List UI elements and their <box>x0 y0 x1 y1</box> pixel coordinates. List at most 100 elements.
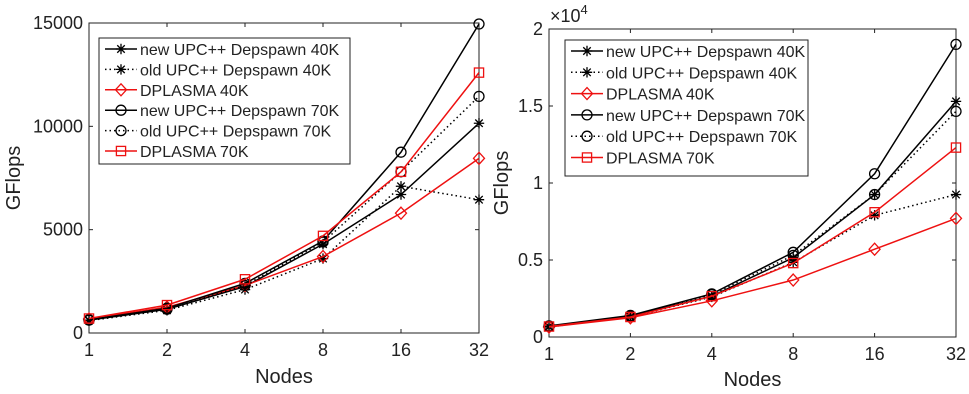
data-point <box>395 189 407 200</box>
y-tick-label: 0 <box>533 327 543 347</box>
data-point <box>394 206 408 221</box>
data-point <box>83 315 95 326</box>
x-tick-label: 2 <box>625 344 635 364</box>
x-tick-label: 4 <box>707 344 717 364</box>
legend-item: old UPC++ Depspawn 70K <box>105 124 332 141</box>
legend-label: new UPC++ Depspawn 70K <box>140 103 340 120</box>
legend-item: old UPC++ Depspawn 40K <box>571 65 798 82</box>
data-point <box>868 188 881 201</box>
plot-frame <box>88 22 480 334</box>
legend-marker <box>581 152 593 163</box>
legend-label: new UPC++ Depspawn 70K <box>606 108 806 125</box>
data-point <box>161 299 173 311</box>
series-3 <box>82 151 486 326</box>
legend-item: old UPC++ Depspawn 40K <box>105 62 332 79</box>
legend-item: new UPC++ Depspawn 40K <box>571 44 806 61</box>
series-2 <box>543 189 962 333</box>
legend-label: new UPC++ Depspawn 40K <box>140 42 340 59</box>
y-tick-label: 0 <box>73 323 83 343</box>
legend-marker <box>581 130 593 142</box>
legend: new UPC++ Depspawn 40K old UPC++ Depspawn… <box>98 37 351 165</box>
y-tick-label: 1 <box>533 173 543 193</box>
data-point <box>317 230 329 242</box>
data-point <box>950 96 962 107</box>
y-axis-multiplier: ×104 <box>550 2 588 26</box>
legend-item: DPLASMA 40K <box>571 87 715 104</box>
x-axis-label: Nodes <box>724 369 782 391</box>
data-point <box>543 321 555 332</box>
series-line <box>88 157 480 320</box>
data-point <box>625 311 636 323</box>
legend-marker <box>115 145 127 157</box>
data-point <box>869 189 880 200</box>
data-point <box>239 274 251 285</box>
legend-label: DPLASMA 40K <box>606 87 715 104</box>
legend-label: new UPC++ Depspawn 40K <box>606 44 806 61</box>
legend-label: DPLASMA 40K <box>140 83 249 100</box>
legend-label: old UPC++ Depspawn 70K <box>606 129 798 146</box>
x-tick-label: 16 <box>865 344 885 364</box>
y-axis-label: GFlops <box>3 146 25 210</box>
y-multiplier-base: ×10 <box>550 6 581 26</box>
legend-marker <box>115 64 127 75</box>
x-tick-label: 8 <box>318 340 328 360</box>
legend-item: old UPC++ Depspawn 70K <box>571 129 798 146</box>
legend-marker <box>115 43 127 55</box>
y-tick-label: 5000 <box>43 220 83 240</box>
data-point <box>869 210 880 221</box>
x-tick-label: 32 <box>469 340 489 360</box>
legend: new UPC++ Depspawn 40K old UPC++ Depspawn… <box>564 39 809 177</box>
legend-item: new UPC++ Depspawn 70K <box>571 108 806 125</box>
data-point <box>395 146 407 158</box>
x-axis-label: Nodes <box>255 366 313 388</box>
data-point <box>83 313 95 324</box>
data-point <box>239 284 251 295</box>
legend-label: old UPC++ Depspawn 40K <box>140 62 332 79</box>
legend-label: old UPC++ Depspawn 70K <box>140 124 332 141</box>
x-tick-label: 2 <box>162 340 172 360</box>
series-line <box>548 146 957 328</box>
legend-label: old UPC++ Depspawn 40K <box>606 65 798 82</box>
data-point <box>395 166 407 178</box>
x-tick-label: 16 <box>391 340 411 360</box>
y-tick-label: 15000 <box>33 13 83 33</box>
y-tick-label: 1.5 <box>518 96 543 116</box>
series-line <box>88 23 480 321</box>
series-6 <box>543 142 962 332</box>
legend-marker <box>114 82 128 97</box>
x-tick-label: 32 <box>946 344 966 364</box>
x-tick-label: 4 <box>240 340 250 360</box>
series-line <box>88 185 480 322</box>
y-axis-label: GFlops <box>491 151 513 215</box>
legend-item: DPLASMA 40K <box>105 83 249 100</box>
data-point <box>472 151 486 166</box>
legend-marker <box>115 104 127 116</box>
data-point <box>950 189 962 200</box>
legend-label: DPLASMA 70K <box>606 151 715 168</box>
data-point <box>950 38 962 51</box>
data-point <box>869 207 880 218</box>
data-point <box>868 242 881 257</box>
series-line <box>88 72 480 320</box>
data-point <box>317 236 329 248</box>
x-tick-label: 1 <box>84 340 94 360</box>
legend-item: new UPC++ Depspawn 70K <box>105 103 340 120</box>
data-point <box>949 211 963 226</box>
x-tick-label: 1 <box>544 344 554 364</box>
legend-item: DPLASMA 70K <box>571 151 715 168</box>
y-tick-label: 2 <box>533 19 543 39</box>
data-point <box>473 118 485 129</box>
data-point <box>950 105 962 118</box>
data-point <box>706 290 718 302</box>
data-point <box>239 279 251 292</box>
series-line <box>88 122 480 321</box>
data-point <box>473 194 485 205</box>
data-point <box>473 18 485 30</box>
legend-marker <box>580 86 594 101</box>
data-point <box>950 142 962 153</box>
data-point <box>317 253 329 264</box>
y-tick-label: 0.5 <box>518 250 543 270</box>
legend-label: DPLASMA 70K <box>140 144 249 161</box>
legend-box <box>564 39 809 177</box>
